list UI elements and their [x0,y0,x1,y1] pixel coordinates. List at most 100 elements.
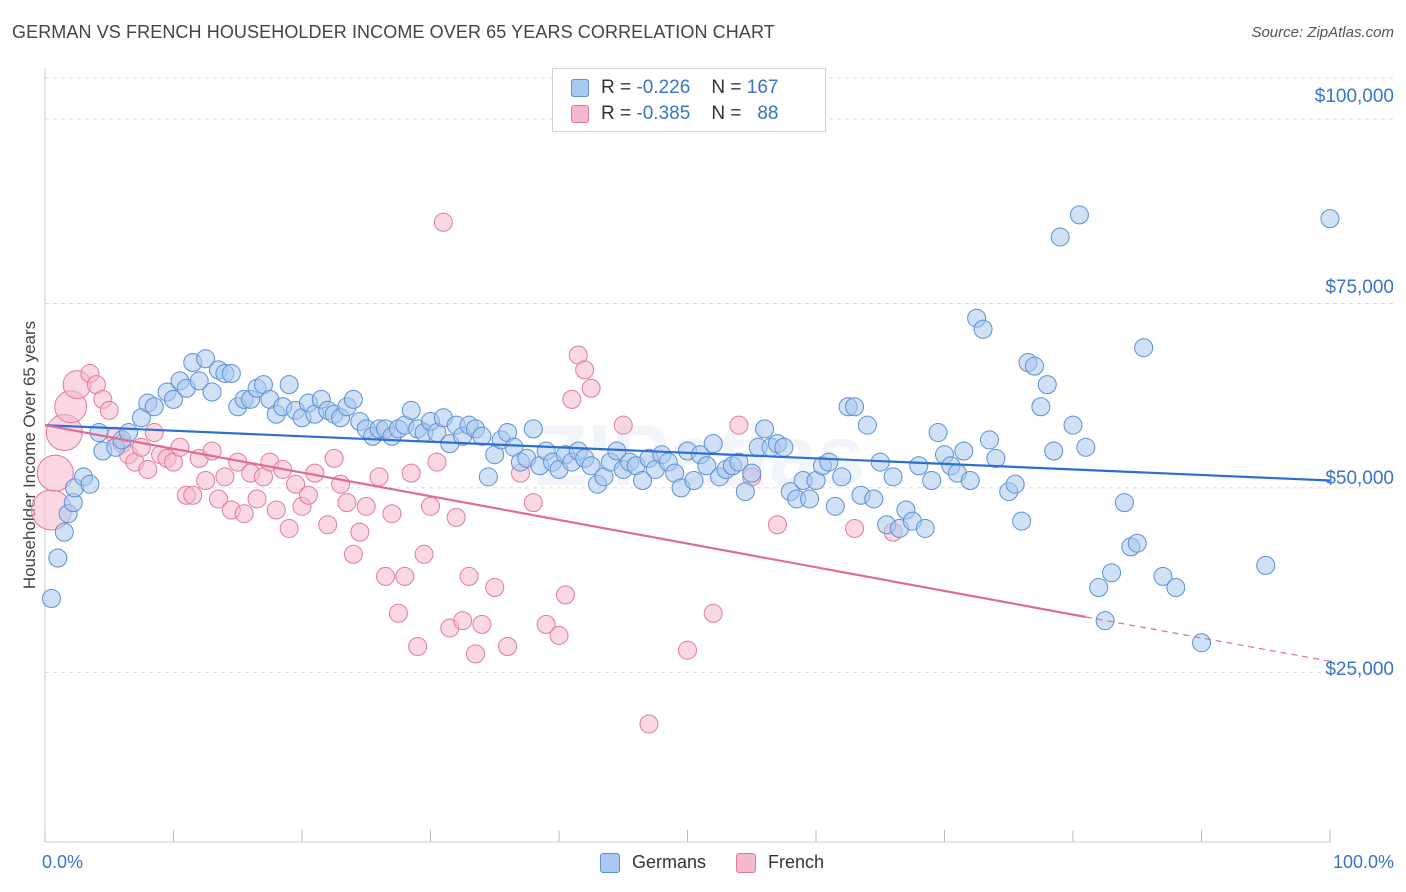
french-point [433,212,453,232]
french-point [99,400,119,420]
french-point [613,415,633,435]
french-trend-extension [1085,616,1331,662]
germans-legend-label: Germans [632,852,707,872]
french-point [408,637,428,656]
german-point [581,456,601,476]
german-point [189,371,209,391]
french-point [337,493,357,513]
french-point [523,493,543,513]
french-point [549,625,569,645]
german-point [922,471,942,491]
axes [44,68,1331,843]
german-point [1076,437,1096,457]
french-point [555,585,575,605]
french-point [382,504,402,524]
german-point [1044,441,1064,461]
french-point [703,603,723,623]
german-point [825,496,845,516]
german-point [1320,209,1340,229]
german-point [986,448,1006,468]
french-legend-swatch [736,852,757,873]
french-point [170,437,190,457]
legend-item-french[interactable]: French [736,852,824,873]
legend-row-french: R = -0.385 N = 88 [571,103,778,125]
french-point [446,507,466,527]
french-point [286,474,306,494]
german-point [343,389,363,409]
french-point [472,614,492,634]
french-point [414,544,434,564]
german-point [144,397,164,417]
x-tick-label-max: 100.0% [1332,852,1394,872]
german-point [1012,511,1032,531]
french-point [562,389,582,409]
german-point [1089,577,1109,597]
legend-item-germans[interactable]: Germans [600,852,706,873]
german-point [472,426,492,446]
french-point [639,714,659,734]
german-point [202,382,222,402]
german-point [703,434,723,454]
german-point [735,482,755,502]
german-point [1069,205,1089,225]
y-tick-label-50k: $50,000 [1325,468,1394,489]
german-point [883,467,903,487]
german-point [1134,338,1154,358]
german-point [832,467,852,487]
german-point [80,474,100,494]
german-point [857,415,877,435]
french-legend-label: French [768,852,825,872]
german-point [729,452,749,472]
french-point [678,640,697,660]
germans-r-value: -0.226 [636,77,691,98]
french-point [465,644,485,664]
german-point [973,319,993,339]
germans-swatch [571,79,589,97]
french-point [581,378,601,398]
french-point [421,496,440,516]
french-point [279,518,299,538]
german-point [1114,493,1134,513]
german-point [915,518,935,538]
german-point [1127,533,1147,553]
german-point [1063,415,1083,435]
german-point [1024,356,1044,376]
y-tick-label-75k: $75,000 [1325,277,1394,298]
french-r-value: -0.385 [636,103,691,124]
french-point [234,504,254,524]
french-r-label: R = [601,103,632,124]
german-point [1031,397,1051,417]
french-point [138,459,158,479]
french-point [729,415,749,435]
german-point [279,375,299,395]
y-tick-label-100k: $100,000 [1314,86,1394,107]
german-point [54,522,74,542]
french-point [324,448,344,468]
german-point [41,589,61,609]
german-point [979,430,999,450]
germans-n-label: N = [711,77,742,98]
french-point [343,544,363,564]
chart-title: GERMAN VS FRENCH HOUSEHOLDER INCOME OVER… [12,22,775,42]
french-point [266,500,286,520]
french-point [485,577,505,597]
german-point [800,489,820,509]
french-point [350,522,370,542]
french-n-value: 88 [757,103,779,124]
german-point [633,471,653,491]
german-point [864,489,884,509]
german-point [1005,474,1025,494]
french-point [536,614,556,634]
series-legend: Germans French [600,852,854,873]
french-point [401,463,421,483]
french-n-label: N = [711,103,742,124]
french-point [453,611,473,631]
french-point [318,515,338,535]
french-point [376,566,396,586]
french-point [845,518,865,538]
french-trend-line [44,424,1087,619]
germans-r-label: R = [601,77,632,98]
german-point [909,456,929,476]
german-point [1256,555,1276,575]
german-point [774,437,794,457]
